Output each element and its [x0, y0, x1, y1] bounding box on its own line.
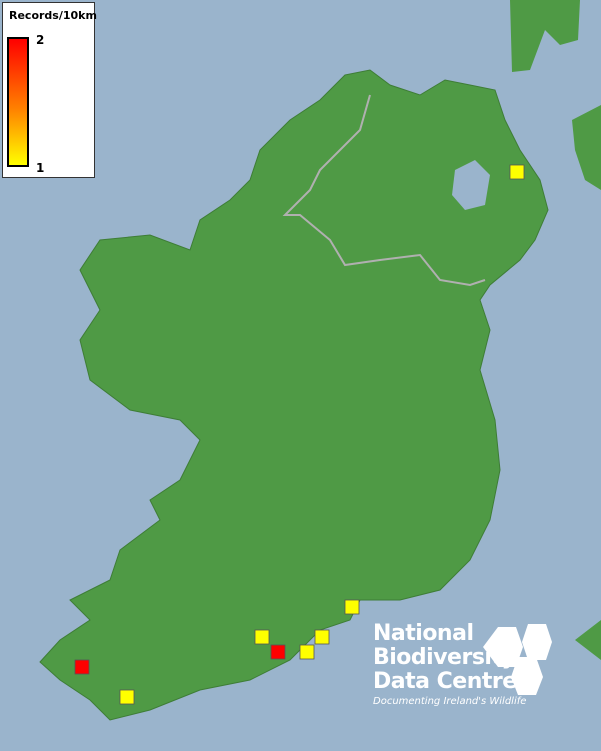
record-square[interactable]	[509, 164, 525, 180]
record-squares	[74, 164, 525, 705]
logo-line3: Data Centre	[373, 669, 517, 694]
legend-min-label: 1	[36, 161, 45, 175]
legend-color-scale	[7, 37, 29, 167]
land-ireland	[39, 69, 549, 721]
record-square[interactable]	[314, 629, 330, 645]
record-square[interactable]	[270, 644, 286, 660]
logo-tagline: Documenting Ireland's Wildlife	[373, 696, 527, 707]
logo-hexagons-icon	[483, 624, 552, 695]
legend-title: Records/10km	[9, 9, 97, 22]
legend-max-label: 2	[36, 33, 45, 47]
record-square[interactable]	[74, 659, 90, 675]
record-square[interactable]	[344, 599, 360, 615]
lough-neagh	[452, 160, 490, 210]
record-square[interactable]	[299, 644, 315, 660]
logo-line1: National	[373, 621, 474, 646]
record-square[interactable]	[119, 689, 135, 705]
land-scotland	[510, 0, 601, 660]
record-square[interactable]	[254, 629, 270, 645]
ni-border	[282, 94, 486, 287]
legend: Records/10km 2 1	[2, 2, 97, 178]
